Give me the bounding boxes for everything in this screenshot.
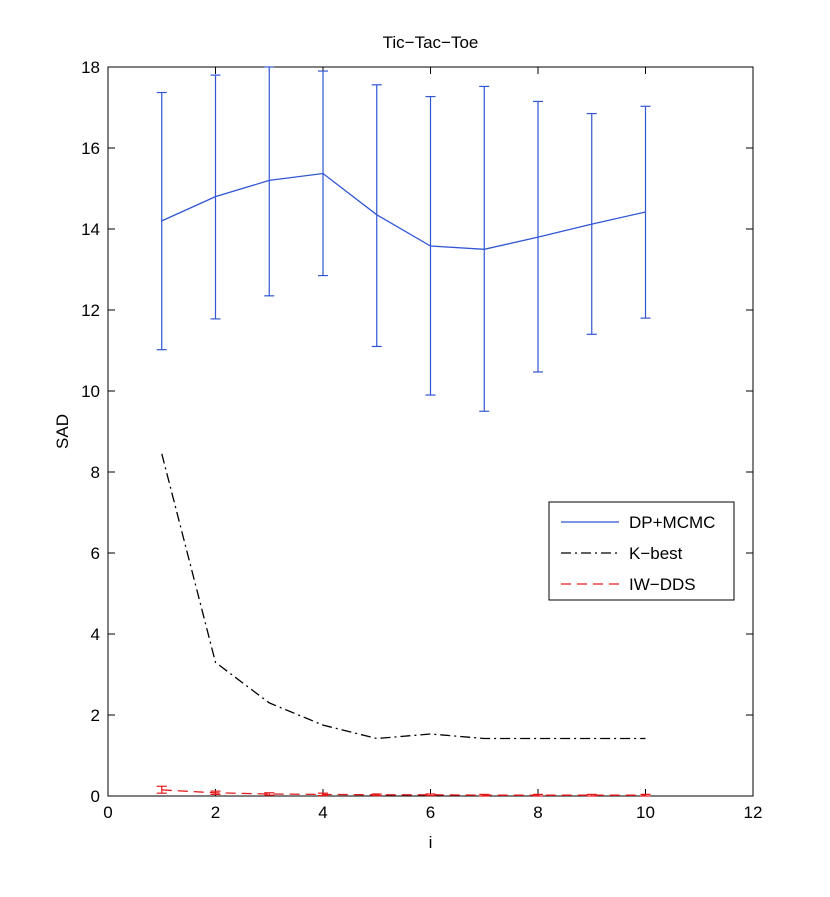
- legend-label: DP+MCMC: [629, 513, 715, 532]
- x-tick-label: 10: [636, 803, 655, 822]
- series-2: [156, 785, 651, 797]
- x-tick-label: 12: [744, 803, 763, 822]
- series-1: [161, 453, 646, 740]
- series-line: [161, 453, 646, 740]
- y-axis-label: SAD: [53, 414, 72, 449]
- y-tick-label: 2: [91, 706, 100, 725]
- series-line: [161, 789, 646, 796]
- y-tick-label: 4: [91, 625, 100, 644]
- y-tick-label: 0: [91, 787, 100, 806]
- axis-ticks: 0 2 4 6 8 10 12 0 2 4 6 8 10 12 14 16 18: [81, 58, 762, 822]
- chart-title: Tic−Tac−Toe: [383, 33, 479, 52]
- series-layer: [156, 66, 651, 797]
- y-tick-label: 10: [81, 382, 100, 401]
- x-tick-label: 6: [426, 803, 435, 822]
- series-line: [161, 172, 646, 250]
- x-tick-label: 4: [318, 803, 327, 822]
- y-tick-label: 12: [81, 301, 100, 320]
- y-tick-label: 18: [81, 58, 100, 77]
- legend-label: IW−DDS: [629, 575, 696, 594]
- x-tick-label: 8: [533, 803, 542, 822]
- x-axis-label: i: [429, 833, 433, 852]
- x-tick-label: 0: [103, 803, 112, 822]
- legend-label: K−best: [629, 544, 683, 563]
- x-tick-label: 2: [211, 803, 220, 822]
- series-0: [156, 66, 651, 412]
- y-tick-label: 16: [81, 139, 100, 158]
- y-tick-label: 14: [81, 220, 100, 239]
- legend: DP+MCMC K−best IW−DDS: [548, 501, 735, 601]
- y-tick-label: 6: [91, 544, 100, 563]
- y-tick-label: 8: [91, 463, 100, 482]
